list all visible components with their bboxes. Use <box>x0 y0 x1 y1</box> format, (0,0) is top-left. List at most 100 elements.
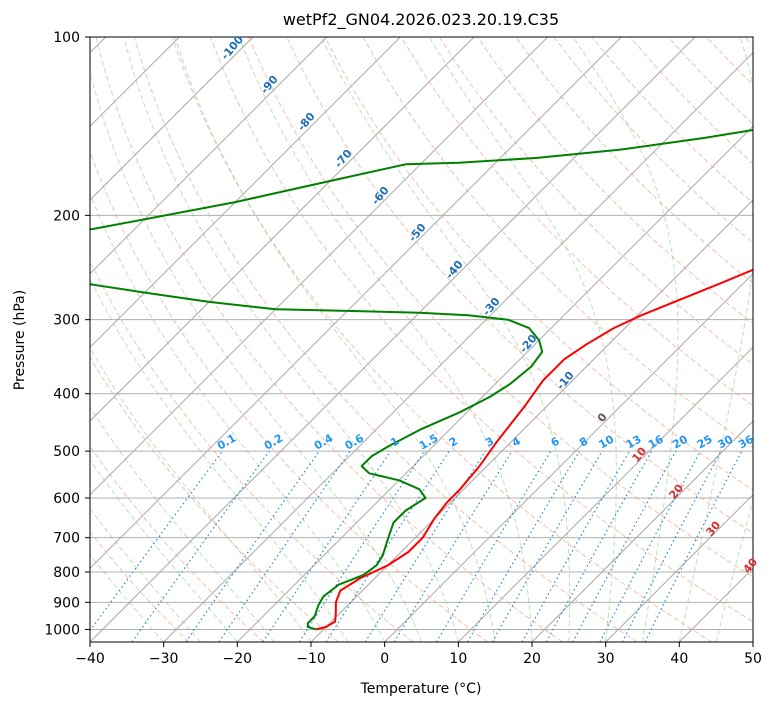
mixing-ratio-line <box>364 450 486 642</box>
dry-adiabat-line <box>515 37 753 284</box>
mixing-ratio-label: 0.4 <box>312 431 336 452</box>
y-tick-label: 100 <box>53 30 80 46</box>
mixing-ratio-line <box>466 450 580 642</box>
dry-adiabat-line <box>668 37 753 125</box>
moist-adiabat-line <box>428 37 617 642</box>
moist-adiabat-line <box>90 459 238 642</box>
x-tick-label: −10 <box>296 651 326 667</box>
dry-adiabat-line <box>90 445 264 642</box>
mixing-ratio-label: 20 <box>670 432 690 451</box>
moist-adiabat-line <box>238 37 533 642</box>
moist-adiabat-line <box>123 37 459 642</box>
isotherm-line <box>752 641 753 642</box>
moist-adiabat-line <box>90 192 386 642</box>
moist-adiabat-line <box>715 497 753 642</box>
moist-adiabat-line <box>90 406 275 642</box>
moist-adiabat-line <box>678 37 753 642</box>
x-tick-label: 50 <box>744 651 762 667</box>
mixing-ratio-line <box>218 450 351 642</box>
y-axis-label: Pressure (hPa) <box>12 290 28 390</box>
mixing-ratio-label: 0.6 <box>343 431 367 452</box>
mixing-ratio-line <box>298 450 425 642</box>
dry-adiabat-line <box>706 37 753 86</box>
x-tick-label: 40 <box>670 651 688 667</box>
y-tick-label: 700 <box>53 531 80 547</box>
plot-frame <box>89 36 754 643</box>
moist-adiabat-line <box>90 347 312 642</box>
mixing-ratio-line <box>621 450 722 642</box>
moist-adiabat-line <box>90 70 422 642</box>
dry-adiabat-line <box>90 150 488 642</box>
mixing-ratio-label: 2 <box>447 435 460 450</box>
dry-adiabat-line <box>248 37 753 578</box>
mixing-ratio-line <box>644 450 743 642</box>
isotherm-line <box>90 37 475 422</box>
isotherm-line <box>605 493 753 642</box>
y-tick-label: 900 <box>53 595 80 611</box>
x-tick-label: 30 <box>597 651 615 667</box>
dry-adiabat-label: 20 <box>666 481 686 501</box>
temperature-profile-line <box>315 268 753 631</box>
moist-adiabat-line <box>90 507 201 642</box>
x-axis-label: Temperature (°C) <box>360 681 482 697</box>
dry-adiabat-line <box>324 37 753 491</box>
dry-adiabat-label: -80 <box>295 110 318 134</box>
mixing-ratio-label: 3 <box>483 435 496 450</box>
dry-adiabat-label: 0 <box>595 410 610 424</box>
dry-adiabat-line <box>133 37 638 642</box>
isotherm-line <box>384 272 753 642</box>
isotherm-line <box>163 51 753 642</box>
y-tick-label: 200 <box>53 208 80 224</box>
mixing-ratio-line <box>131 450 270 642</box>
dry-adiabat-line <box>95 37 563 642</box>
mixing-ratio-line <box>435 450 552 642</box>
mixing-ratio-label: 1.5 <box>417 432 440 453</box>
isotherm-line <box>90 37 254 201</box>
dry-adiabat-label: -90 <box>258 73 281 97</box>
dry-adiabat-line <box>744 37 753 47</box>
mixing-ratio-label: 1 <box>388 435 401 450</box>
x-tick-label: −30 <box>149 651 179 667</box>
x-tick-label: 20 <box>523 651 541 667</box>
y-tick-label: 600 <box>53 491 80 507</box>
moist-adiabat-line <box>320 37 571 642</box>
dry-adiabat-line <box>591 37 753 204</box>
mixing-ratio-line <box>325 450 450 642</box>
x-tick-label: 0 <box>380 651 389 667</box>
mixing-ratio-label: 0.2 <box>262 432 285 453</box>
y-tick-label: 800 <box>53 565 80 581</box>
isotherm-line <box>236 125 753 642</box>
isotherm-line <box>457 346 753 642</box>
dry-adiabat-label: -70 <box>332 147 355 171</box>
dry-adiabat-label: -40 <box>443 258 466 282</box>
moist-adiabat-line <box>174 37 496 642</box>
moist-adiabat-line <box>572 37 679 642</box>
y-tick-label: 400 <box>53 387 80 403</box>
isotherm-line <box>90 37 328 275</box>
mixing-ratio-label: 10 <box>597 432 617 451</box>
mixing-ratio-label: 25 <box>695 433 715 452</box>
dry-adiabat-line <box>90 259 414 642</box>
dry-adiabat-label: 30 <box>703 518 723 538</box>
mixing-ratio-line <box>393 450 513 642</box>
mixing-ratio-line <box>572 450 677 642</box>
dry-adiabat-line <box>90 356 339 642</box>
isotherm-line <box>90 37 401 349</box>
x-tick-label: −20 <box>223 651 253 667</box>
y-tick-label: 300 <box>53 313 80 329</box>
y-tick-label: 1000 <box>44 622 80 638</box>
isotherm-line <box>678 567 753 642</box>
chart-title: wetPf2_GN04.2026.023.20.19.C35 <box>283 10 559 30</box>
dry-adiabat-line <box>400 37 753 407</box>
dry-adiabat-label: -60 <box>369 184 392 208</box>
x-tick-label: 10 <box>449 651 467 667</box>
mixing-ratio-line <box>262 450 392 642</box>
mixing-ratio-label: 16 <box>646 432 666 451</box>
mixing-ratio-line <box>90 450 223 632</box>
dry-adiabat-line <box>438 37 753 366</box>
dry-adiabat-line <box>171 37 712 642</box>
moist-adiabat-line <box>90 278 349 642</box>
mixing-ratio-line <box>185 450 320 642</box>
dry-adiabat-label: 40 <box>740 555 760 575</box>
